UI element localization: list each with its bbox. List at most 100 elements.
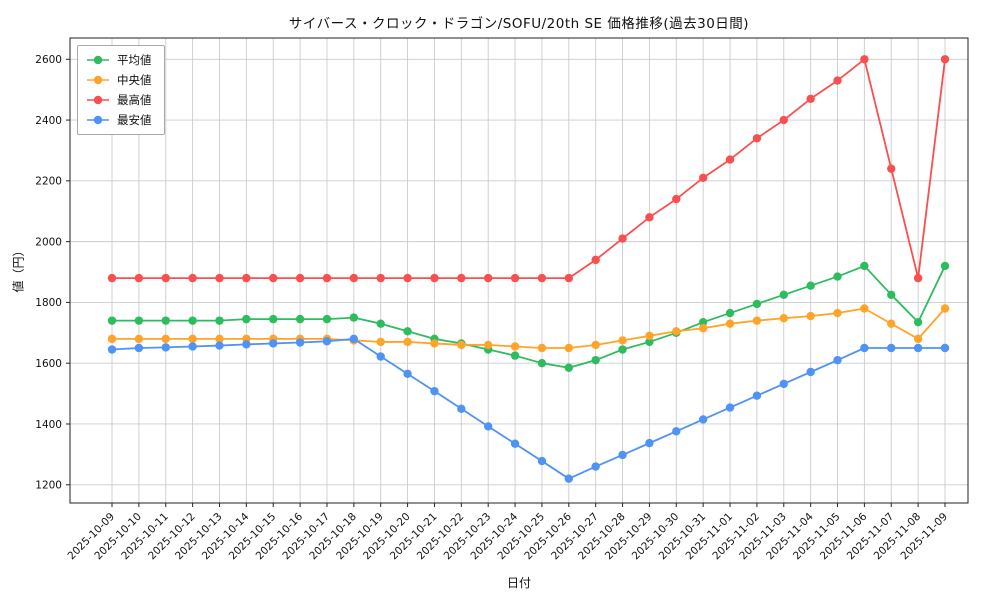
legend-marker bbox=[87, 95, 109, 105]
data-point bbox=[510, 351, 520, 360]
gridlines bbox=[70, 38, 968, 503]
data-point bbox=[134, 273, 144, 283]
data-point bbox=[698, 324, 708, 333]
data-point bbox=[215, 341, 224, 350]
data-point bbox=[940, 261, 950, 271]
data-point bbox=[725, 319, 735, 328]
data-point bbox=[537, 358, 547, 368]
y-tick-label: 1400 bbox=[35, 419, 62, 431]
data-point bbox=[242, 314, 251, 324]
data-point bbox=[269, 314, 278, 324]
data-point bbox=[483, 422, 493, 431]
y-tick-label: 2400 bbox=[35, 115, 62, 127]
data-point bbox=[618, 450, 627, 460]
data-point bbox=[322, 314, 332, 324]
data-point bbox=[188, 273, 197, 283]
data-point bbox=[403, 327, 412, 336]
data-point bbox=[188, 342, 197, 351]
data-point bbox=[188, 334, 197, 344]
axes-ticks: 120014001600180020002200240026002025-10-… bbox=[35, 54, 950, 562]
data-point bbox=[752, 299, 762, 309]
data-point bbox=[860, 261, 869, 271]
data-point bbox=[564, 363, 574, 372]
legend-label: 最高値 bbox=[117, 93, 152, 107]
data-point bbox=[645, 213, 654, 222]
data-point bbox=[725, 155, 735, 164]
data-point bbox=[242, 273, 251, 283]
legend-label: 平均値 bbox=[117, 53, 152, 67]
data-point bbox=[806, 281, 815, 290]
data-point bbox=[269, 339, 278, 348]
data-point bbox=[806, 367, 815, 377]
data-point bbox=[188, 316, 197, 325]
data-point bbox=[645, 337, 654, 347]
data-point bbox=[645, 438, 654, 448]
data-point bbox=[215, 334, 224, 344]
data-point bbox=[107, 316, 117, 325]
data-point bbox=[430, 273, 439, 283]
data-point bbox=[672, 194, 681, 204]
data-point bbox=[510, 439, 520, 448]
data-point bbox=[698, 173, 708, 183]
data-point bbox=[618, 234, 627, 243]
data-point bbox=[403, 369, 412, 379]
y-tick-label: 1800 bbox=[35, 297, 62, 309]
data-point bbox=[940, 343, 950, 353]
legend-item: 中央値 bbox=[86, 72, 152, 88]
series-line bbox=[112, 265, 946, 369]
data-point bbox=[349, 334, 359, 344]
data-point bbox=[591, 355, 600, 365]
data-point bbox=[752, 391, 762, 400]
data-point bbox=[107, 273, 117, 283]
legend-item: 最高値 bbox=[86, 92, 152, 108]
legend-marker bbox=[87, 115, 109, 125]
data-point bbox=[349, 313, 359, 322]
data-point bbox=[887, 319, 896, 328]
data-point bbox=[913, 273, 923, 283]
legend: 平均値 中央値 最高値 最安値 bbox=[77, 45, 165, 135]
data-point bbox=[913, 343, 923, 353]
data-point bbox=[564, 474, 574, 483]
y-tick-label: 2600 bbox=[35, 54, 62, 66]
data-point bbox=[537, 273, 547, 283]
data-point bbox=[376, 273, 385, 283]
data-point bbox=[295, 338, 305, 347]
data-point bbox=[725, 308, 735, 318]
data-point bbox=[564, 343, 574, 353]
data-point bbox=[887, 290, 896, 300]
data-point bbox=[672, 427, 681, 436]
data-point bbox=[672, 327, 681, 336]
data-point bbox=[376, 337, 385, 347]
data-point bbox=[779, 379, 788, 389]
data-point bbox=[161, 273, 170, 283]
data-point bbox=[913, 317, 923, 327]
data-point bbox=[215, 316, 224, 325]
data-point bbox=[430, 339, 439, 348]
data-point bbox=[887, 343, 896, 353]
series-line bbox=[111, 337, 945, 480]
data-point bbox=[591, 340, 600, 350]
data-point bbox=[322, 337, 332, 346]
data-point bbox=[161, 334, 170, 344]
data-point bbox=[457, 404, 466, 413]
data-point bbox=[833, 355, 842, 365]
legend-marker bbox=[87, 55, 109, 65]
data-point bbox=[833, 272, 842, 281]
data-point bbox=[483, 340, 493, 350]
chart-title: サイバース・クロック・ドラゴン/SOFU/20th SE 価格推移(過去30日間… bbox=[288, 16, 750, 32]
data-point bbox=[295, 314, 305, 324]
data-point bbox=[349, 273, 359, 283]
y-tick-label: 1600 bbox=[35, 358, 62, 370]
data-point bbox=[403, 337, 412, 347]
data-point bbox=[940, 304, 950, 313]
data-point bbox=[161, 316, 170, 325]
data-point bbox=[537, 456, 547, 466]
data-point bbox=[618, 336, 627, 345]
data-point bbox=[107, 345, 117, 354]
legend-item: 平均値 bbox=[86, 52, 152, 68]
data-point bbox=[591, 462, 600, 471]
data-point bbox=[269, 273, 278, 283]
data-point bbox=[833, 76, 842, 85]
data-point bbox=[430, 386, 439, 396]
